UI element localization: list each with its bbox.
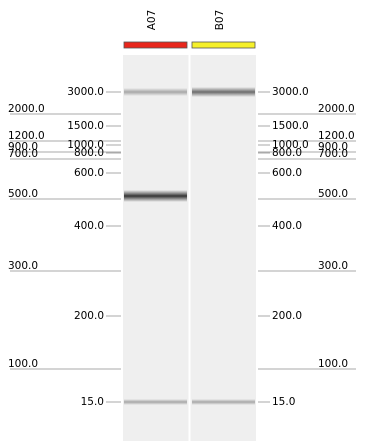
marker-label: 100.0	[8, 358, 38, 370]
band	[124, 399, 187, 405]
marker-label: 400.0	[74, 220, 104, 232]
band	[192, 399, 255, 405]
lane-color-bar	[192, 42, 255, 48]
marker-label: 600.0	[74, 167, 104, 179]
marker-label: 200.0	[74, 310, 104, 322]
lane-color-bar	[124, 42, 187, 48]
band	[192, 87, 255, 97]
band	[124, 190, 187, 202]
marker-label: 700.0	[318, 148, 348, 160]
lane-label: B07	[214, 10, 226, 31]
marker-label: 1500.0	[67, 120, 104, 132]
marker-label: 2000.0	[318, 103, 355, 115]
marker-label: 800.0	[272, 147, 302, 159]
marker-label: 600.0	[272, 167, 302, 179]
marker-label: 300.0	[8, 260, 38, 272]
marker-label: 3000.0	[272, 86, 309, 98]
marker-label: 500.0	[8, 188, 38, 200]
marker-label: 15.0	[81, 396, 104, 408]
marker-label: 500.0	[318, 188, 348, 200]
marker-label: 700.0	[8, 148, 38, 160]
marker-label: 15.0	[272, 396, 295, 408]
marker-label: 200.0	[272, 310, 302, 322]
marker-label: 400.0	[272, 220, 302, 232]
marker-label: 300.0	[318, 260, 348, 272]
marker-label: 3000.0	[67, 86, 104, 98]
marker-label: 1500.0	[272, 120, 309, 132]
lane-label: A07	[146, 10, 158, 31]
marker-label: 100.0	[318, 358, 348, 370]
marker-label: 800.0	[74, 147, 104, 159]
band	[124, 88, 187, 96]
marker-label: 2000.0	[8, 103, 45, 115]
gel-view: A07 B07 3000.0 3000.0 2000.0 2000.0 1500.0 15…	[0, 0, 365, 441]
